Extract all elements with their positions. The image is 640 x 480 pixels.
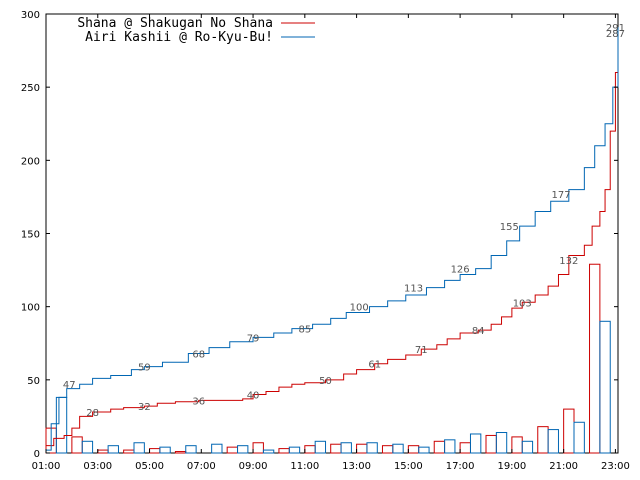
- data-label-series-2: 177: [552, 190, 571, 201]
- data-label-series-2: 85: [298, 325, 311, 336]
- hourly-bar-series-2: [392, 443, 404, 454]
- y-tick-label: 150: [21, 230, 40, 241]
- hourly-bar-series-1: [381, 445, 394, 454]
- hourly-bar-series-1: [589, 263, 601, 454]
- hourly-bar-series-2: [366, 442, 378, 454]
- y-tick-label: 300: [21, 10, 40, 21]
- hourly-bar-series-2: [573, 421, 585, 454]
- hourly-bar-series-2: [211, 443, 223, 454]
- x-tick-label: 21:00: [549, 461, 578, 472]
- cumulative-line-series-1: [46, 33, 619, 447]
- hourly-bar-series-1: [485, 434, 497, 454]
- hourly-bar-series-1: [330, 443, 342, 454]
- x-tick-label: 15:00: [394, 461, 423, 472]
- y-tick-label: 50: [27, 376, 40, 387]
- value-labels: 28 32 36 40 50 61 71 84 103 132 291 47 59 68 79 85 100 11…: [63, 23, 625, 419]
- data-label-series-1: 61: [368, 360, 381, 371]
- hourly-bar-series-1: [252, 442, 264, 454]
- data-label-series-1: 132: [559, 256, 578, 267]
- data-label-series-1: 40: [247, 390, 260, 401]
- hourly-bar-series-2: [185, 445, 197, 454]
- cumulative-lines: [46, 27, 619, 451]
- data-label-series-1: 84: [472, 326, 485, 337]
- y-tick-label: 100: [21, 303, 40, 314]
- hourly-bar-series-2: [599, 320, 611, 454]
- hourly-bar-series-2: [262, 449, 275, 454]
- hourly-bar-series-1: [563, 408, 575, 454]
- hourly-bar-series-1: [459, 442, 471, 454]
- legend-entry-2-text: Airi Kashii @ Ro-Kyu-Bu!: [85, 30, 273, 45]
- hourly-bar-series-2: [159, 446, 171, 454]
- hourly-bar-series-1: [97, 449, 109, 454]
- hourly-bar-series-2: [444, 439, 456, 454]
- x-tick-label: 23:00: [601, 461, 630, 472]
- hourly-bar-series-2: [55, 396, 68, 454]
- x-tick-label: 09:00: [239, 461, 268, 472]
- hourly-bar-series-1: [433, 440, 446, 454]
- hourly-bar-series-2: [547, 429, 559, 454]
- data-label-series-2: 287: [606, 29, 625, 40]
- data-label-series-1: 50: [319, 376, 332, 387]
- data-label-series-2: 113: [404, 284, 423, 295]
- data-label-series-1: 36: [192, 396, 205, 407]
- hourly-bar-series-1: [123, 449, 135, 454]
- hourly-bar-series-1: [174, 451, 187, 454]
- y-tick-label: 200: [21, 156, 40, 167]
- data-label-series-1: 32: [138, 402, 151, 413]
- data-label-series-2: 126: [451, 265, 470, 276]
- x-tick-label: 19:00: [497, 461, 526, 472]
- plot-frame: [45, 13, 619, 454]
- x-axis: 01:00 03:00 05:00 07:00 09:00 11:00 13:00 15:00…: [32, 14, 630, 472]
- hourly-bar-series-1: [71, 436, 83, 454]
- hourly-bar-series-1: [226, 446, 239, 454]
- cumulative-line-series-2: [46, 27, 619, 451]
- data-label-series-2: 59: [138, 363, 151, 374]
- data-label-series-1: 71: [415, 345, 428, 356]
- hourly-bar-series-1: [356, 443, 368, 454]
- x-tick-label: 11:00: [290, 461, 319, 472]
- data-label-series-1: 291: [606, 23, 625, 34]
- hourly-bar-series-1: [537, 426, 549, 454]
- x-tick-label: 17:00: [446, 461, 475, 472]
- data-label-series-1: 28: [86, 408, 99, 419]
- hourly-bar-series-2: [288, 446, 301, 454]
- y-tick-label: 250: [21, 83, 40, 94]
- legend: Shana @ Shakugan No Shana Airi Kashii @ …: [77, 16, 315, 45]
- hourly-bars: [45, 263, 611, 454]
- x-tick-label: 13:00: [342, 461, 371, 472]
- hourly-bar-series-2: [107, 445, 119, 454]
- hourly-bar-series-1: [407, 445, 420, 454]
- hourly-bar-series-2: [314, 440, 327, 454]
- y-axis: 0 50 100 150 200 250 300: [21, 10, 618, 460]
- hourly-bar-series-2: [521, 440, 534, 454]
- hourly-bar-series-2: [237, 445, 249, 454]
- hourly-bar-series-2: [133, 442, 145, 454]
- data-label-series-2: 47: [63, 380, 76, 391]
- data-label-series-1: 103: [513, 298, 532, 309]
- hourly-bar-series-1: [278, 448, 290, 454]
- x-tick-label: 03:00: [83, 461, 112, 472]
- hourly-bar-series-1: [511, 436, 523, 454]
- x-tick-label: 05:00: [135, 461, 164, 472]
- legend-entry-1-text: Shana @ Shakugan No Shana: [77, 16, 273, 31]
- hourly-bar-series-2: [495, 432, 508, 454]
- hourly-bar-series-2: [340, 442, 352, 454]
- y-tick-label: 0: [34, 449, 40, 460]
- data-label-series-2: 68: [192, 349, 205, 360]
- data-label-series-2: 79: [247, 333, 260, 344]
- data-label-series-2: 100: [350, 303, 369, 314]
- x-tick-label: 01:00: [32, 461, 61, 472]
- hourly-bar-series-2: [81, 440, 94, 454]
- data-label-series-2: 155: [500, 222, 519, 233]
- hourly-bar-series-1: [149, 448, 161, 454]
- hourly-bar-series-1: [304, 445, 316, 454]
- x-tick-label: 07:00: [187, 461, 216, 472]
- hourly-bar-series-2: [469, 433, 482, 454]
- hourly-bar-series-2: [418, 446, 430, 454]
